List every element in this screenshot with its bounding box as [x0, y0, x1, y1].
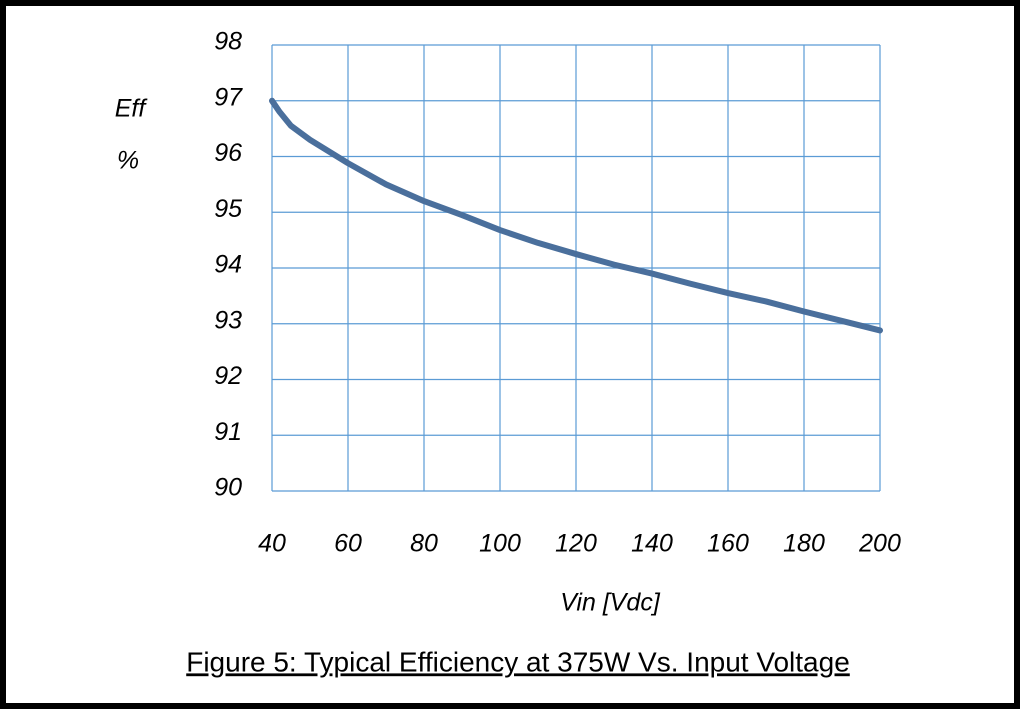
y-tick-label: 93	[214, 306, 242, 334]
y-axis-label: Eff	[115, 95, 149, 123]
x-tick-label: 120	[555, 530, 597, 558]
x-axis-label: Vin [Vdc]	[560, 589, 661, 617]
x-tick-label: 180	[783, 530, 825, 558]
y-tick-label: 94	[214, 251, 242, 279]
x-tick-label: 80	[410, 530, 438, 558]
x-tick-label: 40	[258, 530, 286, 558]
y-tick-label: 92	[214, 362, 242, 390]
data-line	[269, 97, 883, 334]
x-tick-label: 200	[858, 530, 901, 558]
y-tick-label: 96	[214, 139, 242, 167]
y-tick-label: 90	[214, 474, 242, 502]
caption: Figure 5: Typical Efficiency at 375W Vs.…	[186, 646, 850, 677]
y-tick-label: 98	[214, 28, 242, 56]
y-tick-label: 91	[214, 418, 242, 446]
y-axis-unit: %	[117, 147, 139, 175]
x-tick-label: 60	[334, 530, 362, 558]
x-tick-label: 140	[631, 530, 673, 558]
y-tick-label: 97	[214, 83, 243, 111]
y-tick-label: 95	[214, 195, 242, 223]
x-tick-label: 100	[479, 530, 521, 558]
x-tick-label: 160	[707, 530, 749, 558]
